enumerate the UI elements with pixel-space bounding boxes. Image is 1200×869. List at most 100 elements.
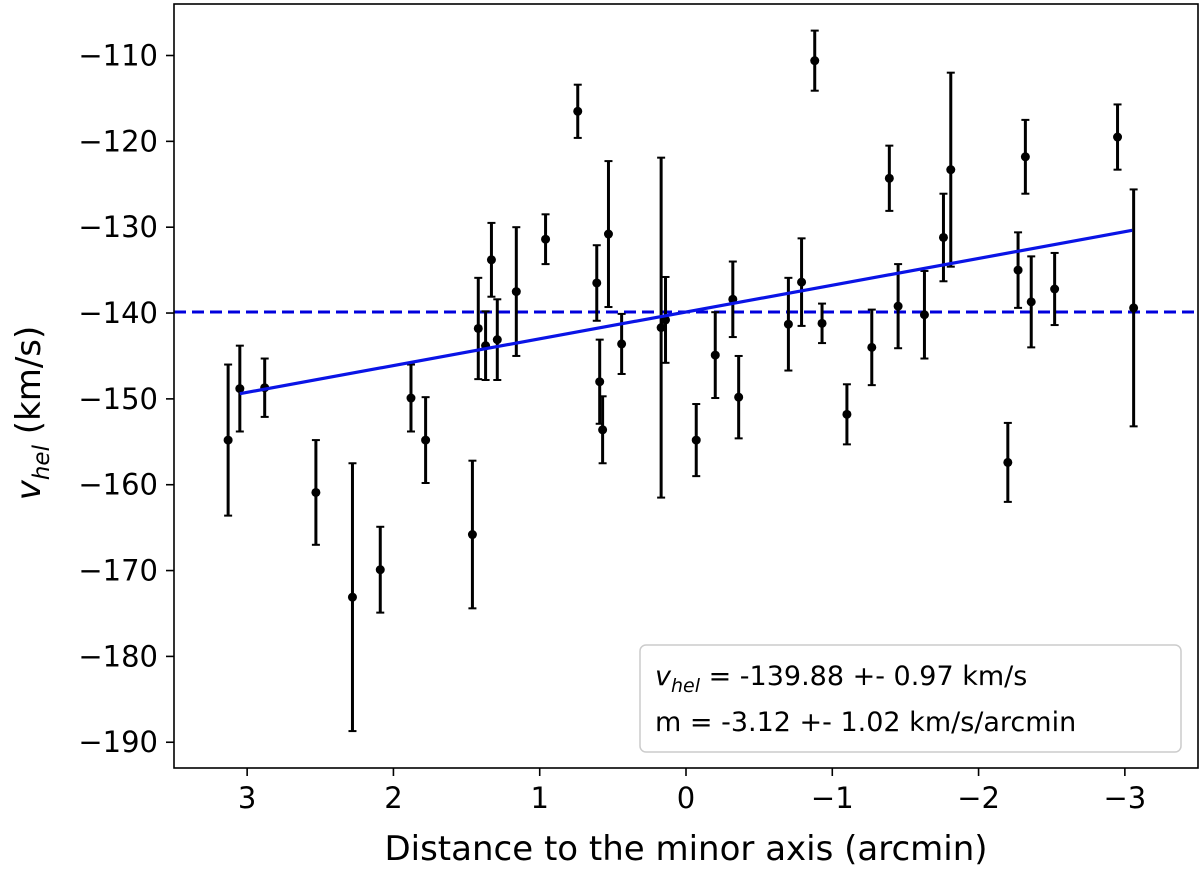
point-marker bbox=[783, 319, 793, 329]
y-tick-label-2: −130 bbox=[78, 210, 158, 244]
point-marker bbox=[1003, 457, 1013, 467]
point-marker bbox=[691, 435, 701, 445]
linear-fit-line bbox=[239, 228, 1133, 396]
legend-box bbox=[639, 644, 1182, 753]
data-point-1 bbox=[235, 344, 245, 433]
point-marker bbox=[893, 301, 903, 311]
point-marker bbox=[734, 392, 744, 402]
data-point-41 bbox=[1026, 255, 1036, 349]
data-point-28 bbox=[797, 237, 807, 327]
data-point-42 bbox=[1050, 251, 1060, 327]
data-point-16 bbox=[592, 244, 602, 322]
data-point-11 bbox=[486, 221, 496, 298]
axis-ticks: 3 2 1 0 −1 −2 −3 −110 −120 −130 −140 −150 −160 −170 −1… bbox=[78, 39, 1146, 815]
data-point-31 bbox=[842, 383, 852, 446]
data-point-19 bbox=[603, 160, 613, 309]
data-point-32 bbox=[867, 308, 877, 387]
data-point-25 bbox=[728, 260, 738, 339]
data-point-36 bbox=[938, 192, 948, 283]
y-axis-label: vhel (km/s) bbox=[9, 326, 55, 501]
point-marker bbox=[223, 435, 233, 445]
data-point-35 bbox=[919, 269, 929, 360]
data-points bbox=[223, 29, 1139, 733]
data-point-34 bbox=[893, 263, 903, 350]
point-marker bbox=[235, 384, 245, 394]
x-tick-label-1: 2 bbox=[384, 781, 402, 815]
y-tick-label-8: −190 bbox=[78, 725, 158, 759]
data-point-6 bbox=[406, 363, 416, 433]
data-point-5 bbox=[375, 525, 385, 614]
data-point-8 bbox=[467, 459, 477, 610]
data-point-39 bbox=[1013, 231, 1023, 309]
point-marker bbox=[1113, 132, 1123, 142]
point-marker bbox=[492, 335, 502, 345]
data-point-43 bbox=[1113, 103, 1123, 171]
point-marker bbox=[347, 592, 357, 602]
point-marker bbox=[946, 165, 956, 175]
point-marker bbox=[486, 255, 496, 265]
point-marker bbox=[867, 342, 877, 352]
x-tick-label-5: −2 bbox=[957, 781, 1000, 815]
data-point-26 bbox=[734, 354, 744, 440]
legend-mean-text: = -139.88 +- 0.97 km/s bbox=[700, 661, 1027, 692]
y-axis-label-var: v bbox=[9, 479, 49, 500]
data-point-29 bbox=[810, 29, 820, 92]
point-marker bbox=[592, 278, 602, 288]
data-point-44 bbox=[1129, 188, 1139, 428]
point-marker bbox=[421, 435, 431, 445]
data-point-30 bbox=[817, 302, 827, 345]
legend: vhel = -139.88 +- 0.97 km/s m = -3.12 +-… bbox=[639, 644, 1182, 753]
legend-mean-var: v bbox=[655, 661, 672, 692]
legend-entry-slope: m = -3.12 +- 1.02 km/s/arcmin bbox=[655, 707, 1076, 738]
y-tick-label-4: −150 bbox=[78, 382, 158, 416]
y-tick-label-5: −160 bbox=[78, 468, 158, 502]
point-marker bbox=[573, 106, 583, 116]
data-point-18 bbox=[598, 395, 608, 465]
point-marker bbox=[1020, 152, 1030, 162]
data-point-15 bbox=[573, 83, 583, 139]
data-point-3 bbox=[311, 439, 321, 546]
x-tick-label-0: 3 bbox=[238, 781, 256, 815]
point-marker bbox=[598, 425, 608, 435]
point-marker bbox=[406, 393, 416, 403]
data-point-17 bbox=[595, 338, 605, 425]
data-point-4 bbox=[347, 462, 357, 733]
y-tick-label-7: −180 bbox=[78, 639, 158, 673]
point-marker bbox=[617, 339, 627, 349]
point-marker bbox=[842, 409, 852, 419]
point-marker bbox=[656, 323, 666, 333]
point-marker bbox=[919, 310, 929, 320]
legend-mean-sub: hel bbox=[671, 675, 701, 697]
data-point-37 bbox=[946, 71, 956, 268]
point-marker bbox=[375, 565, 385, 575]
y-tick-label-1: −120 bbox=[78, 124, 158, 158]
point-marker bbox=[311, 487, 321, 497]
data-point-14 bbox=[541, 213, 551, 266]
point-marker bbox=[710, 350, 720, 360]
y-tick-label-6: −170 bbox=[78, 554, 158, 588]
point-marker bbox=[884, 173, 894, 183]
point-marker bbox=[797, 277, 807, 287]
data-point-40 bbox=[1020, 118, 1030, 195]
y-tick-label-3: −140 bbox=[78, 296, 158, 330]
point-marker bbox=[467, 530, 477, 540]
x-tick-label-2: 1 bbox=[530, 781, 548, 815]
data-point-10 bbox=[481, 310, 491, 381]
data-point-24 bbox=[710, 311, 720, 400]
data-point-9 bbox=[473, 276, 483, 381]
point-marker bbox=[1026, 297, 1036, 307]
data-point-38 bbox=[1003, 421, 1013, 503]
data-point-33 bbox=[884, 144, 894, 212]
data-point-12 bbox=[492, 298, 502, 381]
point-marker bbox=[511, 287, 521, 297]
x-axis-label: Distance to the minor axis (arcmin) bbox=[384, 829, 987, 869]
data-point-23 bbox=[691, 403, 701, 478]
legend-entry-mean: vhel = -139.88 +- 0.97 km/s bbox=[655, 661, 1027, 697]
x-tick-label-4: −1 bbox=[811, 781, 854, 815]
point-marker bbox=[473, 323, 483, 333]
point-marker bbox=[1013, 265, 1023, 275]
y-tick-label-0: −110 bbox=[78, 39, 158, 73]
point-marker bbox=[603, 229, 613, 239]
point-marker bbox=[541, 234, 551, 244]
